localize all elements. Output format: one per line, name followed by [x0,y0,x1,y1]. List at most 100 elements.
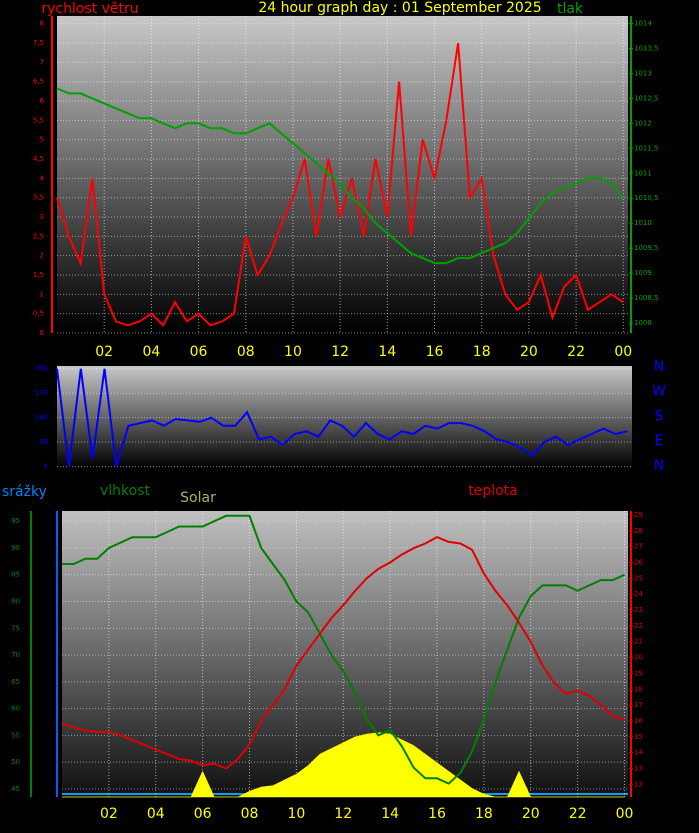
y-tick-label: 55 [11,731,20,739]
y2-tick-label: 28 [634,527,643,535]
plot-area [57,366,632,468]
y2-tick-label: 19 [634,669,643,677]
line [62,514,625,785]
x-tick-label: 02 [100,806,118,822]
y-tick-label: 90 [39,438,48,446]
compass-label: W [652,384,666,400]
y-tick-label: 60 [11,705,20,713]
y-tick-label: 50 [11,758,20,766]
x-tick-label: 00 [616,806,634,822]
y-tick-label: 70 [11,651,20,659]
x-tick-label: 02 [95,344,113,360]
legend-label: Solar [180,490,216,506]
line [61,535,625,770]
y2-tick-label: 26 [634,558,643,566]
y-tick-label: 8 [40,20,44,28]
plot-area [57,16,628,333]
y2-tick-label: 1014 [634,19,652,27]
y-tick-label: 75 [11,624,20,632]
y2-tick-label: 1011 [634,169,652,177]
y-tick-label: 2 [40,252,44,260]
y-tick-label: 5,5 [33,116,44,124]
y2-tick-label: 21 [634,638,643,646]
y2-tick-label: 16 [634,717,643,725]
y2-tick-label: 15 [634,733,643,741]
y-tick-label: 6,5 [33,78,44,86]
y-tick-label: 45 [11,785,20,793]
y-tick-label: 1,5 [33,271,44,279]
y2-tick-label: 13 [634,764,643,772]
x-tick-label: 16 [426,344,444,360]
x-tick-label: 12 [334,806,352,822]
y-tick-label: 0 [44,463,48,471]
x-tick-label: 00 [614,344,632,360]
y-tick-label: 360 [35,365,48,373]
y2-tick-label: 1009 [634,269,652,277]
y2-tick-label: 24 [634,590,643,598]
y-tick-label: 180 [35,414,48,422]
x-tick-label: 20 [520,344,538,360]
x-tick-label: 12 [331,344,349,360]
y2-tick-label: 1008 [634,319,652,327]
y2-tick-label: 1010 [634,219,652,227]
x-tick-label: 06 [190,344,208,360]
x-tick-label: 10 [284,344,302,360]
x-tick-label: 06 [194,806,212,822]
y-tick-label: 7 [40,58,44,66]
area [62,732,625,798]
y2-tick-label: 1011,5 [634,144,659,152]
x-tick-label: 10 [287,806,305,822]
y-tick-label: 5 [40,136,44,144]
x-tick-label: 04 [147,806,165,822]
y2-tick-label: 29 [634,511,643,519]
y2-tick-label: 22 [634,622,643,630]
y2-tick-label: 1008,5 [634,294,659,302]
line [56,368,628,467]
y2-tick-label: 1012 [634,119,652,127]
legend-label: vlhkost [100,483,151,499]
y-tick-label: 65 [11,678,20,686]
y-tick-label: 80 [11,598,20,606]
x-tick-label: 04 [142,344,160,360]
y-tick-label: 0 [40,329,44,337]
y2-tick-label: 1013,5 [634,44,659,52]
y-tick-label: 0,5 [33,310,44,318]
line [56,87,625,265]
compass-label: E [655,433,664,449]
y-tick-label: 90 [11,544,20,552]
y2-tick-label: 27 [634,543,643,551]
x-tick-label: 22 [567,344,585,360]
compass-label: N [654,458,664,474]
x-tick-label: 08 [237,344,255,360]
legend-label: rychlost větru [41,1,138,17]
y2-tick-label: 18 [634,685,643,693]
line [56,42,624,327]
y2-tick-label: 1010,5 [634,194,659,202]
y2-tick-label: 14 [634,749,643,757]
y-tick-label: 4 [40,174,45,182]
y2-tick-label: 12 [634,780,643,788]
y-tick-label: 95 [11,517,20,525]
y2-tick-label: 25 [634,574,643,582]
y-tick-label: 7,5 [33,39,44,47]
x-tick-label: 20 [522,806,540,822]
y-tick-label: 1 [40,290,44,298]
y2-tick-label: 20 [634,654,643,662]
y-tick-label: 3,5 [33,194,44,202]
y-tick-label: 6 [40,97,45,105]
x-tick-label: 08 [241,806,259,822]
y2-tick-label: 1013 [634,69,652,77]
x-tick-label: 14 [381,806,399,822]
x-tick-label: 18 [475,806,493,822]
compass-label: S [655,408,664,424]
y-tick-label: 270 [35,389,48,397]
compass-label: N [654,359,664,375]
chart-title: 24 hour graph day : 01 September 2025 [258,0,541,16]
y2-tick-label: 1012,5 [634,94,659,102]
x-tick-label: 16 [428,806,446,822]
x-tick-label: 22 [569,806,587,822]
y-tick-label: 2,5 [33,232,44,240]
y-tick-label: 3 [40,213,44,221]
